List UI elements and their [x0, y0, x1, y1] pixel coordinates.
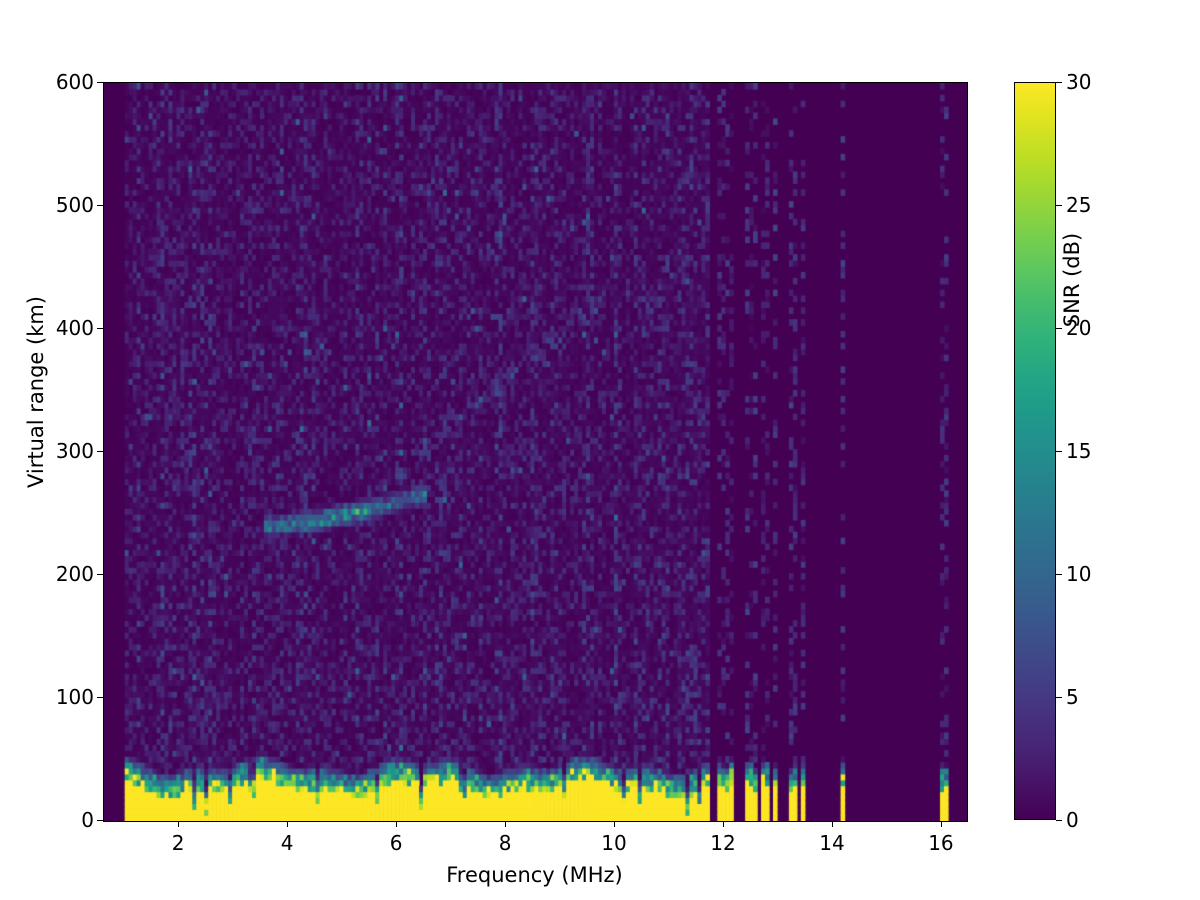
x-tick-label: 16 — [928, 831, 954, 855]
x-tick-mark — [396, 821, 398, 827]
y-tick-label: 500 — [55, 193, 94, 217]
colorbar-tick-mark — [1056, 820, 1062, 822]
y-tick-mark — [97, 205, 103, 207]
colorbar-tick-label: 15 — [1066, 439, 1092, 463]
colorbar-tick-label: 30 — [1066, 70, 1092, 94]
y-tick-label: 100 — [55, 685, 94, 709]
y-tick-mark — [97, 82, 103, 84]
colorbar-tick-mark — [1056, 451, 1062, 453]
colorbar-tick-label: 5 — [1066, 685, 1079, 709]
ionogram-plot — [103, 82, 968, 822]
y-tick-label: 300 — [55, 439, 94, 463]
colorbar-tick-label: 25 — [1066, 193, 1092, 217]
colorbar: 0 5 10 15 20 25 30 — [1014, 72, 1091, 830]
x-tick-mark — [178, 821, 180, 827]
x-tick-mark — [614, 821, 616, 827]
x-tick-mark — [940, 821, 943, 827]
y-axis: 0 100 200 300 400 500 600 — [40, 72, 103, 830]
colorbar-tick-label: 0 — [1066, 808, 1079, 832]
colorbar-tick-label: 10 — [1066, 562, 1092, 586]
y-tick-label: 0 — [81, 808, 94, 832]
colorbar-label: SNR (dB) — [1060, 232, 1084, 328]
colorbar-tick-mark — [1056, 697, 1062, 699]
x-tick-label: 8 — [498, 831, 512, 855]
x-tick-mark — [831, 821, 834, 827]
x-tick-mark — [723, 821, 725, 827]
colorbar-tick-mark — [1056, 82, 1062, 84]
x-tick-label: 6 — [389, 831, 403, 855]
x-axis-label: Frequency (MHz) — [446, 863, 623, 887]
y-tick-mark — [97, 820, 103, 822]
ionogram-heatmap-canvas — [104, 83, 967, 821]
colorbar-tick-mark — [1056, 205, 1062, 207]
x-tick-label: 10 — [601, 831, 627, 855]
x-tick-label: 12 — [710, 831, 736, 855]
x-tick-label: 14 — [819, 831, 845, 855]
y-tick-mark — [97, 574, 103, 576]
x-tick-mark — [287, 821, 289, 827]
y-tick-mark — [97, 451, 103, 453]
colorbar-tick-label: 20 — [1066, 316, 1092, 340]
y-tick-label: 400 — [55, 316, 94, 340]
x-axis: Frequency (MHz) 2 4 6 8 10 12 14 16 — [103, 821, 966, 891]
y-tick-label: 600 — [55, 70, 94, 94]
y-axis-label: Virtual range (km) — [24, 295, 48, 489]
x-tick-label: 2 — [171, 831, 185, 855]
y-tick-mark — [97, 697, 103, 699]
x-tick-label: 4 — [280, 831, 294, 855]
colorbar-gradient — [1014, 82, 1056, 820]
y-tick-label: 200 — [55, 562, 94, 586]
colorbar-tick-mark — [1056, 574, 1062, 576]
x-tick-mark — [505, 821, 507, 827]
y-tick-mark — [97, 328, 103, 330]
colorbar-tick-mark — [1056, 328, 1062, 330]
